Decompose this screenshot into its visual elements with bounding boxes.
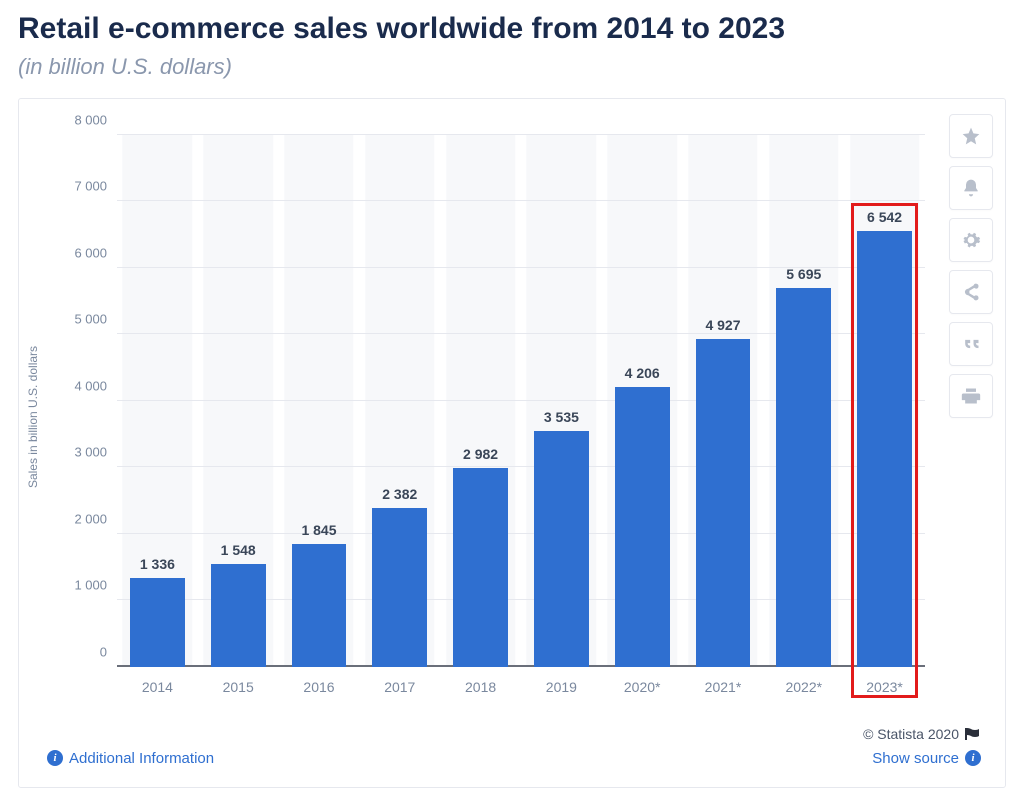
bar-slot: 4 9272021* [683,135,764,667]
print-button[interactable] [949,374,993,418]
bar-slot: 2 9822018 [440,135,521,667]
settings-button[interactable] [949,218,993,262]
bar[interactable]: 5 695 [776,288,831,667]
bar-slot: 4 2062020* [602,135,683,667]
bar-slot: 3 5352019 [521,135,602,667]
x-tick-label: 2015 [223,679,254,695]
bell-icon [961,178,981,198]
attribution: © Statista 2020 [863,726,981,742]
x-tick-label: 2016 [303,679,334,695]
x-tick-label: 2018 [465,679,496,695]
x-tick-label: 2023* [866,679,903,695]
quote-icon [961,334,981,354]
bar-value-label: 2 982 [463,446,498,462]
bar-slot: 2 3822017 [359,135,440,667]
show-source-label: Show source [872,750,959,767]
x-tick-label: 2021* [705,679,742,695]
plot-area: 1 33620141 54820151 84520162 38220172 98… [117,135,925,667]
page: Retail e-commerce sales worldwide from 2… [0,0,1024,805]
bar-value-label: 1 845 [301,522,336,538]
x-tick-label: 2017 [384,679,415,695]
y-tick-label: 5 000 [74,312,107,327]
bar[interactable]: 3 535 [534,431,589,666]
print-icon [961,386,981,406]
x-tick-label: 2020* [624,679,661,695]
gridline [117,200,925,201]
additional-info-label: Additional Information [69,750,214,767]
y-tick-label: 0 [100,644,107,659]
chart-area: Sales in billion U.S. dollars 1 33620141… [37,117,935,717]
y-tick-label: 4 000 [74,378,107,393]
bar-value-label: 6 542 [867,209,902,225]
bar[interactable]: 6 542 [857,231,912,666]
bar[interactable]: 2 382 [372,508,427,666]
y-axis-label: Sales in billion U.S. dollars [26,345,40,487]
bar-value-label: 5 695 [786,266,821,282]
bar[interactable]: 4 206 [615,387,670,667]
attribution-block: © Statista 2020 Show source i [863,726,981,767]
side-toolbar [949,114,993,418]
bar-slot: 1 8452016 [279,135,360,667]
bar-slot: 5 6952022* [763,135,844,667]
bar[interactable]: 1 548 [211,564,266,667]
bar[interactable]: 1 336 [130,578,185,667]
attribution-label: © Statista 2020 [863,726,959,742]
y-tick-label: 7 000 [74,179,107,194]
bar[interactable]: 1 845 [292,544,347,667]
x-tick-label: 2019 [546,679,577,695]
y-tick-label: 1 000 [74,578,107,593]
cite-button[interactable] [949,322,993,366]
info-icon: i [965,750,981,766]
x-tick-label: 2014 [142,679,173,695]
bar[interactable]: 2 982 [453,468,508,666]
y-tick-label: 2 000 [74,511,107,526]
chart-title: Retail e-commerce sales worldwide from 2… [18,10,1006,48]
flag-icon [965,728,981,740]
bars-container: 1 33620141 54820151 84520162 38220172 98… [117,135,925,667]
notify-button[interactable] [949,166,993,210]
gridline [117,134,925,135]
y-tick-label: 6 000 [74,245,107,260]
bar-value-label: 1 548 [221,542,256,558]
share-button[interactable] [949,270,993,314]
additional-info-link[interactable]: i Additional Information [47,750,214,767]
chart-subtitle: (in billion U.S. dollars) [18,54,1006,80]
favorite-button[interactable] [949,114,993,158]
star-icon [961,126,981,146]
bar-value-label: 4 206 [625,365,660,381]
bar-value-label: 2 382 [382,486,417,502]
bar-slot: 1 3362014 [117,135,198,667]
gear-icon [961,230,981,250]
y-tick-label: 3 000 [74,445,107,460]
chart-card: Sales in billion U.S. dollars 1 33620141… [18,98,1006,788]
bar-slot: 6 5422023* [844,135,925,667]
y-tick-label: 8 000 [74,112,107,127]
bar-value-label: 3 535 [544,409,579,425]
card-footer: i Additional Information © Statista 2020… [47,726,981,767]
show-source-link[interactable]: Show source i [872,750,981,767]
share-icon [961,282,981,302]
bar-slot: 1 5482015 [198,135,279,667]
x-tick-label: 2022* [785,679,822,695]
info-icon: i [47,750,63,766]
bar-value-label: 4 927 [705,317,740,333]
bar[interactable]: 4 927 [696,339,751,667]
bar-value-label: 1 336 [140,556,175,572]
